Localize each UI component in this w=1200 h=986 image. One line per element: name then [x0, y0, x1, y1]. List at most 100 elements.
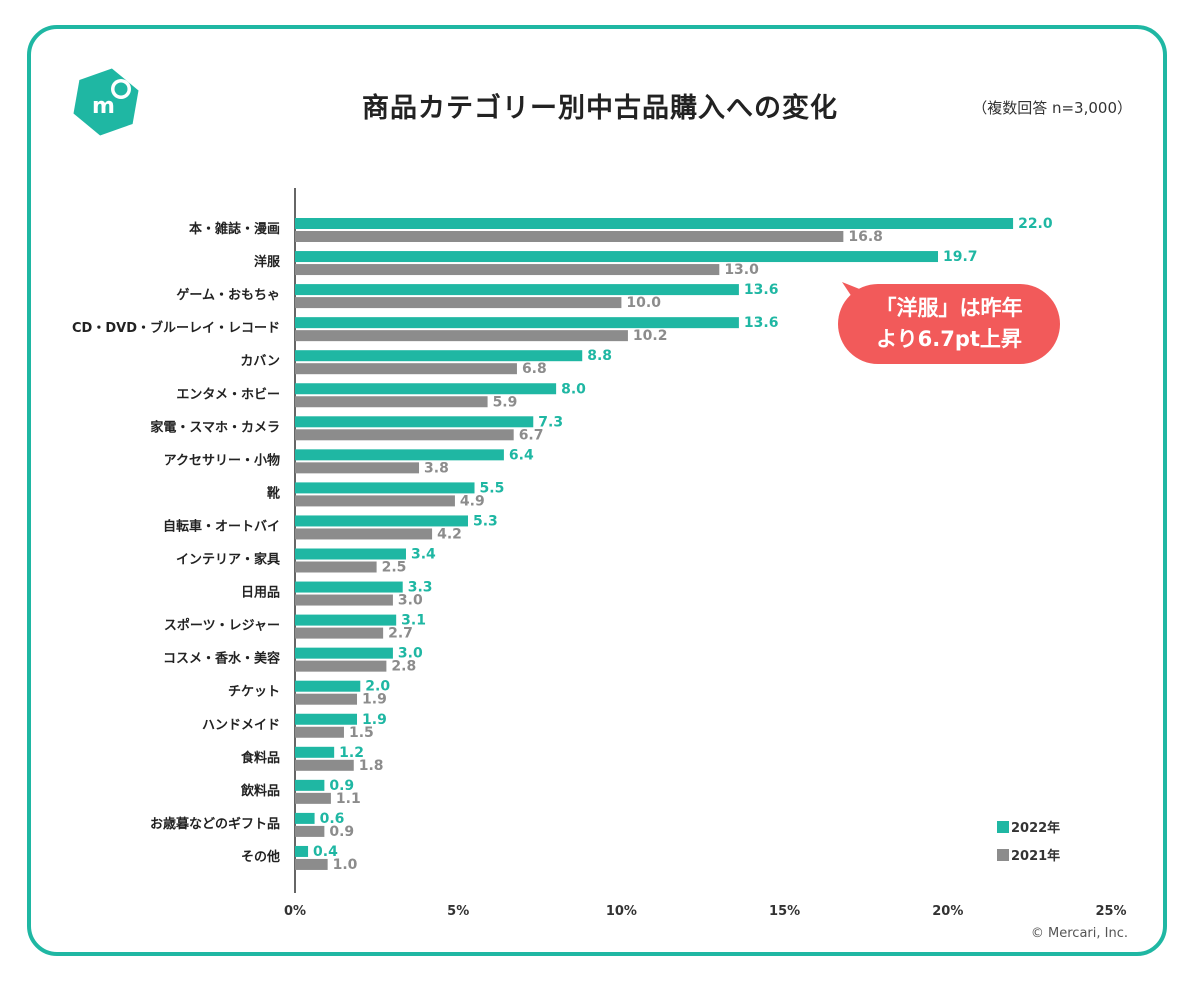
- category-label: お歳暮などのギフト品: [150, 816, 280, 832]
- x-tick-label: 5%: [447, 904, 469, 919]
- value-label-2021: 1.9: [362, 692, 387, 708]
- mercari-logo: m: [70, 66, 142, 142]
- value-label-2022: 2.0: [365, 679, 390, 695]
- category-label: チケット: [228, 685, 280, 700]
- category-label: 日用品: [241, 586, 280, 601]
- category-label: 洋服: [254, 254, 281, 270]
- bar-2022: [295, 845, 309, 857]
- bar-2021: [295, 627, 384, 639]
- value-label-2022: 8.8: [587, 348, 612, 364]
- value-label-2022: 0.6: [320, 811, 345, 827]
- bar-2021: [295, 858, 328, 870]
- category-label: 食料品: [241, 750, 280, 766]
- bar-2022: [295, 779, 325, 791]
- value-label-2021: 2.5: [382, 560, 407, 576]
- value-label-2021: 2.7: [388, 626, 413, 642]
- value-label-2022: 3.4: [411, 547, 436, 563]
- bar-2021: [295, 726, 344, 738]
- category-label: カバン: [240, 354, 280, 369]
- value-label-2021: 6.7: [519, 427, 544, 443]
- bar-2021: [295, 462, 420, 474]
- value-label-2021: 3.0: [398, 593, 423, 609]
- legend-swatch: [997, 821, 1009, 833]
- value-label-2021: 1.5: [349, 725, 374, 741]
- category-label: CD・DVD・ブルーレイ・レコード: [72, 320, 280, 336]
- value-label-2021: 2.8: [391, 659, 416, 675]
- value-label-2021: 3.8: [424, 460, 449, 476]
- value-label-2021: 0.9: [329, 824, 354, 840]
- bar-2022: [295, 515, 468, 527]
- bar-2021: [295, 759, 354, 771]
- bar-2022: [295, 284, 739, 296]
- value-label-2021: 4.9: [460, 493, 485, 509]
- bar-2021: [295, 792, 331, 804]
- bar-2022: [295, 713, 358, 725]
- bar-2021: [295, 297, 622, 309]
- callout-line-1: 「洋服」は昨年: [875, 296, 1023, 320]
- value-label-2022: 7.3: [538, 414, 563, 430]
- legend-label: 2021年: [1011, 848, 1060, 864]
- bar-2021: [295, 330, 628, 342]
- category-label: コスメ・香水・美容: [163, 651, 280, 667]
- x-tick-label: 20%: [932, 904, 963, 919]
- bar-2021: [295, 396, 488, 408]
- category-label: ハンドメイド: [202, 718, 280, 733]
- bar-2022: [295, 647, 393, 659]
- bar-2022: [295, 350, 583, 362]
- callout-line-2: より6.7pt上昇: [876, 327, 1022, 351]
- category-label: 自転車・オートバイ: [163, 518, 280, 534]
- value-label-2022: 3.0: [398, 646, 423, 662]
- bar-2022: [295, 581, 403, 593]
- category-label: 靴: [267, 485, 280, 501]
- bar-2021: [295, 660, 387, 672]
- value-label-2022: 1.2: [339, 745, 364, 761]
- category-label: 本・雑誌・漫画: [189, 221, 280, 237]
- bar-2021: [295, 561, 377, 573]
- bar-2022: [295, 416, 534, 428]
- value-label-2021: 16.8: [848, 229, 883, 245]
- value-label-2022: 6.4: [509, 447, 534, 463]
- value-label-2022: 13.6: [744, 315, 779, 331]
- value-label-2022: 5.5: [480, 480, 505, 496]
- callout-bubble: [838, 284, 1060, 364]
- value-label-2022: 22.0: [1018, 216, 1053, 232]
- bar-2022: [295, 614, 397, 626]
- value-label-2021: 4.2: [437, 526, 462, 542]
- category-label: その他: [241, 849, 280, 865]
- category-label: 飲料品: [240, 783, 280, 799]
- svg-text:m: m: [92, 94, 115, 119]
- chart-frame: [27, 25, 1167, 956]
- bar-2022: [295, 251, 939, 263]
- bar-2021: [295, 693, 358, 705]
- value-label-2022: 0.9: [329, 778, 354, 794]
- category-label: スポーツ・レジャー: [164, 618, 280, 634]
- bar-2022: [295, 548, 406, 560]
- value-label-2022: 3.1: [401, 613, 426, 629]
- value-label-2021: 10.0: [626, 295, 661, 311]
- value-label-2021: 13.0: [724, 262, 759, 278]
- x-tick-label: 15%: [769, 904, 800, 919]
- bar-2022: [295, 680, 361, 692]
- copyright: © Mercari, Inc.: [1030, 926, 1128, 941]
- category-label: エンタメ・ホビー: [176, 386, 280, 402]
- x-tick-label: 25%: [1095, 904, 1126, 919]
- bar-2022: [295, 746, 335, 758]
- value-label-2022: 0.4: [313, 844, 338, 860]
- x-tick-label: 0%: [284, 904, 306, 919]
- x-tick-label: 10%: [606, 904, 637, 919]
- value-label-2022: 1.9: [362, 712, 387, 728]
- bar-2022: [295, 812, 315, 824]
- bar-2022: [295, 218, 1014, 229]
- bar-2021: [295, 495, 455, 507]
- bar-2021: [295, 825, 325, 837]
- value-label-2022: 5.3: [473, 513, 498, 529]
- value-label-2021: 5.9: [493, 394, 518, 410]
- sample-note: （複数回答 n=3,000）: [972, 99, 1132, 117]
- bar-2022: [295, 449, 504, 461]
- bar-2021: [295, 429, 514, 441]
- value-label-2022: 8.0: [561, 381, 586, 397]
- category-label: アクセサリー・小物: [164, 452, 280, 468]
- bar-2021: [295, 528, 433, 540]
- bar-2022: [295, 482, 475, 494]
